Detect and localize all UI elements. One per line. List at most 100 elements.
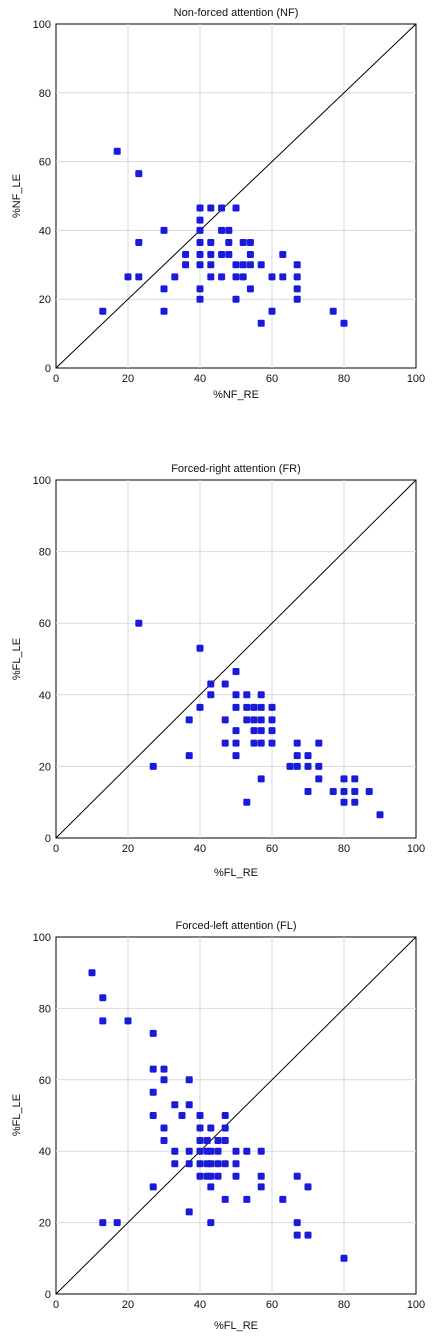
data-point <box>135 619 143 627</box>
x-tick-label: 60 <box>266 1299 278 1311</box>
grid <box>56 480 416 838</box>
data-point <box>171 1101 179 1109</box>
data-point <box>221 716 229 724</box>
data-point <box>239 238 247 246</box>
data-point <box>221 739 229 747</box>
data-point <box>196 703 204 711</box>
data-point <box>329 307 337 315</box>
data-point <box>196 216 204 224</box>
data-point <box>196 250 204 258</box>
y-tick-label: 80 <box>39 547 51 559</box>
data-point <box>257 691 265 699</box>
data-point <box>293 1172 301 1180</box>
x-tick-label: 20 <box>122 1299 134 1311</box>
data-point <box>218 226 226 234</box>
panel-fr: Forced-right attention (FR) 0 20 40 60 80 100… <box>11 463 425 879</box>
data-point <box>293 261 301 269</box>
data-point <box>207 1124 215 1132</box>
data-point <box>293 739 301 747</box>
y-tick-label: 100 <box>33 19 51 31</box>
y-tick-labels: 0 20 40 60 80 100 <box>33 475 51 845</box>
identity-line <box>55 479 417 839</box>
data-point <box>232 727 240 735</box>
data-point <box>135 238 143 246</box>
data-point <box>196 285 204 293</box>
data-point <box>239 273 247 281</box>
x-tick-label: 60 <box>266 843 278 855</box>
data-point <box>196 1172 204 1180</box>
data-point <box>135 170 143 178</box>
points <box>135 619 384 819</box>
data-point <box>196 1112 204 1119</box>
data-point <box>293 273 301 281</box>
data-point <box>135 273 143 281</box>
data-point <box>196 1160 204 1168</box>
data-point <box>232 703 240 711</box>
data-point <box>207 204 215 212</box>
data-point <box>340 798 348 806</box>
data-point <box>203 1136 211 1144</box>
data-point <box>149 1183 157 1191</box>
data-point <box>99 307 107 315</box>
data-point <box>185 1160 193 1168</box>
data-point <box>99 1219 107 1227</box>
data-point <box>232 295 240 303</box>
data-point <box>225 238 233 246</box>
data-point <box>257 1183 265 1191</box>
data-point <box>257 703 265 711</box>
data-point <box>225 226 233 234</box>
data-point <box>214 1172 222 1180</box>
data-point <box>304 762 312 770</box>
data-point <box>185 1076 193 1084</box>
data-point <box>286 762 294 770</box>
data-point <box>160 1076 168 1084</box>
x-axis-label: %FL_RE <box>214 867 258 879</box>
data-point <box>221 680 229 688</box>
data-point <box>315 775 323 783</box>
data-point <box>293 1231 301 1239</box>
data-point <box>250 716 258 724</box>
x-tick-label: 40 <box>194 373 206 385</box>
data-point <box>243 691 251 699</box>
y-tick-label: 0 <box>45 1289 51 1301</box>
data-point <box>257 727 265 735</box>
data-point <box>218 250 226 258</box>
data-point <box>178 1112 186 1119</box>
data-point <box>113 147 121 155</box>
data-point <box>207 1147 215 1155</box>
data-point <box>293 1219 301 1227</box>
x-tick-labels: 0 20 40 60 80 100 <box>53 373 425 385</box>
y-tick-label: 80 <box>39 88 51 100</box>
data-point <box>218 204 226 212</box>
data-point <box>351 787 359 795</box>
y-tick-label: 60 <box>39 157 51 169</box>
data-point <box>185 1208 193 1216</box>
data-point <box>113 1219 121 1227</box>
data-point <box>160 1136 168 1144</box>
data-point <box>250 739 258 747</box>
chart-title: Non-forced attention (NF) <box>174 7 299 19</box>
data-point <box>221 1124 229 1132</box>
data-point <box>185 716 193 724</box>
y-tick-label: 40 <box>39 690 51 702</box>
data-point <box>171 1160 179 1168</box>
data-point <box>207 1219 215 1227</box>
y-axis-label: %FL_LE <box>11 1094 23 1136</box>
panel-fl: Forced-left attention (FL) 0 20 40 60 80 100 … <box>11 920 425 1332</box>
data-point <box>340 775 348 783</box>
x-tick-label: 20 <box>122 373 134 385</box>
data-point <box>182 261 190 269</box>
x-tick-label: 0 <box>53 843 59 855</box>
data-point <box>246 285 254 293</box>
data-point <box>257 739 265 747</box>
data-point <box>196 204 204 212</box>
data-point <box>232 1147 240 1155</box>
y-tick-label: 20 <box>39 294 51 306</box>
data-point <box>207 1183 215 1191</box>
data-point <box>304 1231 312 1239</box>
x-tick-labels: 0 20 40 60 80 100 <box>53 1299 425 1311</box>
y-tick-label: 40 <box>39 225 51 237</box>
data-point <box>243 798 251 806</box>
data-point <box>257 1147 265 1155</box>
